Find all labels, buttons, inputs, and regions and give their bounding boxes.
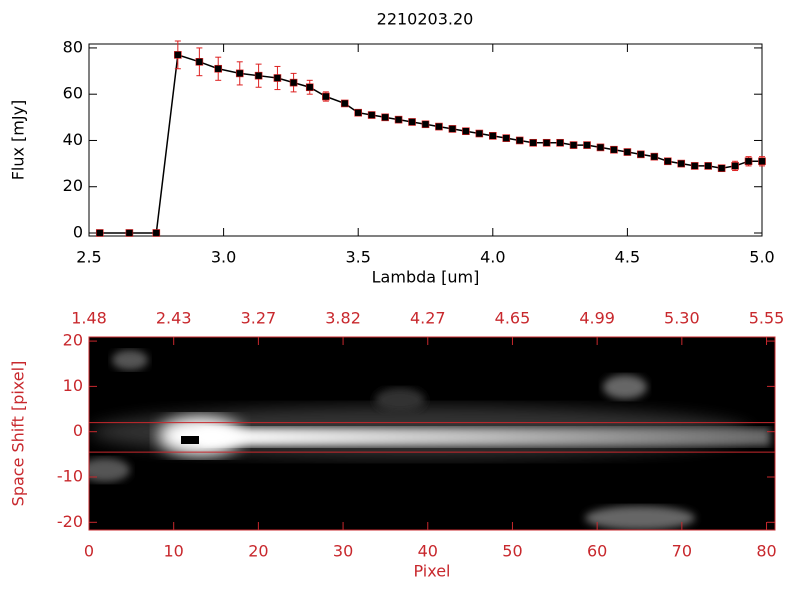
x2-tick-label: 1.48	[71, 309, 107, 328]
data-point	[502, 134, 511, 142]
data-point	[394, 115, 403, 124]
data-point	[235, 69, 244, 78]
x2-tick-label: 4.99	[579, 309, 615, 328]
data-point	[152, 229, 161, 237]
data-point	[704, 162, 712, 170]
x-tick-label: 3.0	[211, 248, 236, 267]
y-tick-label: 20	[63, 331, 83, 350]
data-point	[488, 132, 497, 140]
data-line	[99, 53, 762, 234]
data-point	[529, 138, 537, 147]
x2-tick-label: 4.65	[495, 309, 531, 328]
x-tick-label: 10	[164, 542, 184, 561]
y-tick-label: -20	[57, 512, 83, 531]
x-tick-label: 4.0	[480, 248, 505, 267]
x-tick-label: 30	[333, 542, 353, 561]
data-point	[677, 159, 686, 168]
data-point	[408, 118, 416, 126]
data-point	[273, 74, 282, 82]
x-tick-label: 20	[248, 542, 268, 561]
data-point	[174, 51, 182, 59]
data-point	[195, 58, 204, 66]
y-tick-label: 60	[63, 84, 83, 103]
x2-tick-label: 5.30	[664, 309, 700, 328]
data-point	[610, 145, 618, 154]
data-point	[663, 157, 672, 166]
x-tick-label: 0	[84, 542, 94, 561]
y-axis-label: Space Shift [pixel]	[9, 361, 28, 507]
spectral-image	[89, 337, 775, 530]
data-point	[289, 78, 298, 87]
x-tick-label: 40	[418, 542, 438, 561]
data-point	[650, 152, 659, 161]
data-point	[254, 71, 263, 80]
y-tick-label: 80	[63, 37, 83, 56]
data-point	[596, 143, 605, 152]
data-point	[569, 141, 578, 149]
y-tick-label: 0	[73, 222, 83, 241]
y-tick-label: 20	[63, 176, 83, 195]
y-tick-label: 10	[63, 376, 83, 395]
data-point	[354, 108, 363, 117]
x-axis-label: Pixel	[413, 562, 450, 581]
data-point	[717, 164, 726, 173]
y-tick-label: 40	[63, 130, 83, 149]
data-point	[381, 113, 389, 122]
x2-tick-label: 4.27	[410, 309, 446, 328]
x-tick-label: 80	[756, 542, 776, 561]
x-tick-label: 60	[587, 542, 607, 561]
x-tick-label: 4.5	[615, 248, 640, 267]
data-point	[125, 229, 134, 237]
data-point	[462, 127, 470, 136]
data-point	[322, 92, 330, 101]
data-point	[95, 229, 104, 237]
x-tick-label: 70	[672, 542, 692, 561]
x2-tick-label: 2.43	[156, 309, 192, 328]
data-point	[758, 157, 766, 166]
data-point	[448, 125, 457, 133]
plot-frame	[88, 43, 763, 237]
data-point	[475, 129, 484, 138]
data-point	[340, 99, 349, 108]
data-point	[637, 150, 645, 159]
y-tick-label: 0	[73, 421, 83, 440]
x-tick-label: 50	[502, 542, 522, 561]
data-point	[731, 162, 739, 170]
data-point	[542, 138, 551, 147]
data-point	[305, 83, 314, 92]
data-point	[421, 120, 430, 129]
x-tick-label: 3.5	[345, 248, 370, 267]
x2-tick-label: 3.27	[241, 309, 277, 328]
plot-frame	[88, 336, 776, 531]
data-point	[744, 157, 753, 166]
y-axis-label: Flux [mJy]	[9, 100, 28, 181]
data-point	[583, 141, 591, 149]
data-point	[623, 148, 632, 156]
data-point	[515, 136, 524, 145]
data-point	[214, 64, 223, 73]
x-tick-label: 5.0	[749, 248, 774, 267]
x2-tick-label: 5.55	[749, 309, 785, 328]
data-point	[367, 111, 376, 119]
x-tick-label: 2.5	[76, 248, 101, 267]
data-point	[556, 138, 564, 147]
data-point	[690, 162, 699, 170]
chart-title: 2210203.20	[377, 10, 474, 29]
x-axis-label: Lambda [um]	[372, 268, 480, 287]
y-tick-label: -10	[57, 466, 83, 485]
x2-tick-label: 3.82	[325, 309, 361, 328]
data-point	[435, 122, 443, 131]
